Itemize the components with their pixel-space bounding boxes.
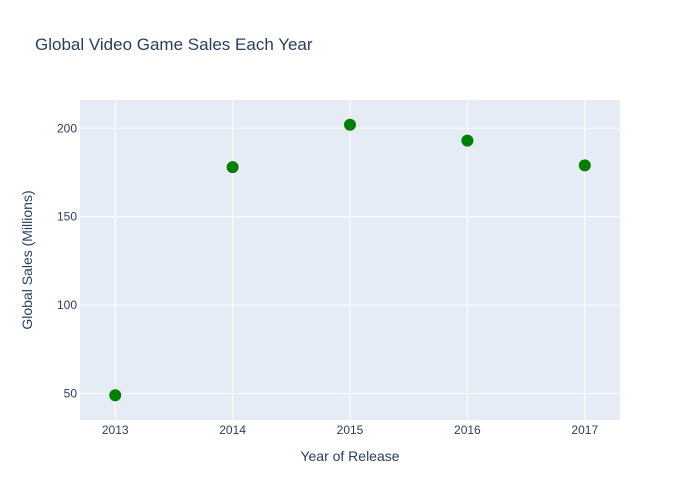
grid-lines: [80, 100, 620, 420]
tick-labels: 2013 2014 2015 2016 2017 50 100 150 200: [57, 121, 598, 437]
x-axis-title: Year of Release: [300, 448, 399, 464]
data-points: [109, 118, 591, 402]
y-tick-label: 200: [57, 121, 77, 135]
x-tick-label: 2014: [219, 423, 246, 437]
y-axis-title: Global Sales (Millions): [19, 190, 35, 329]
data-point: [226, 161, 239, 174]
y-tick-label: 50: [64, 386, 78, 400]
y-tick-label: 150: [57, 210, 77, 224]
x-tick-label: 2016: [454, 423, 481, 437]
data-point: [461, 134, 474, 147]
data-point: [578, 159, 591, 172]
data-point: [344, 118, 356, 131]
x-tick-label: 2013: [102, 423, 129, 437]
chart-title: Global Video Game Sales Each Year: [35, 35, 313, 54]
x-tick-label: 2015: [337, 423, 364, 437]
x-tick-label: 2017: [571, 423, 598, 437]
data-point: [109, 389, 122, 402]
y-tick-label: 100: [57, 298, 77, 312]
